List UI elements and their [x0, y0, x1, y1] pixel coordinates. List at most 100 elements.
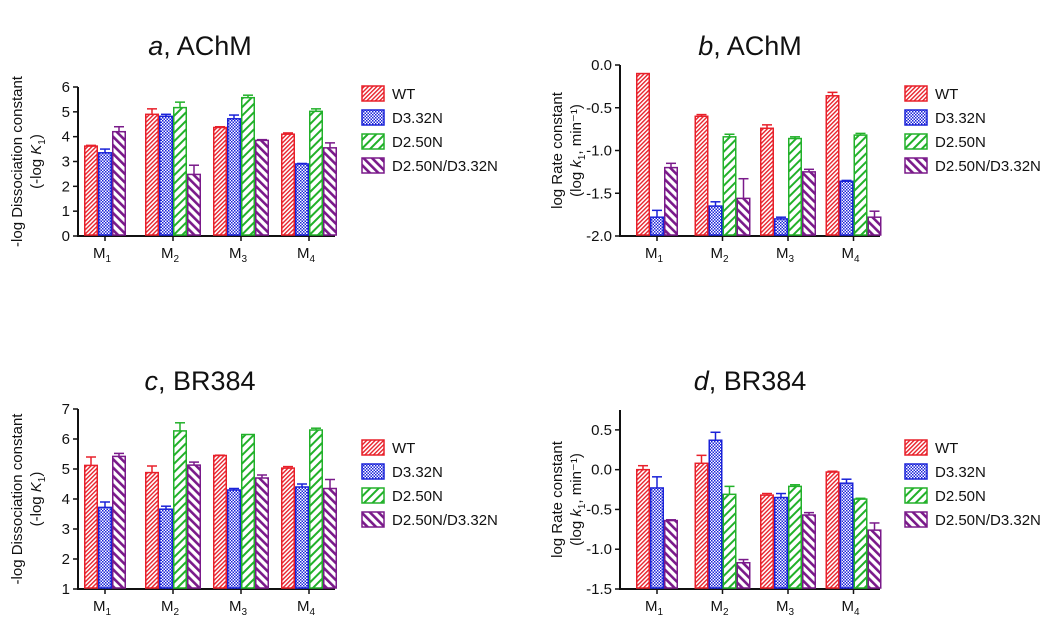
bar — [309, 429, 323, 589]
y-tick-label: 7 — [62, 401, 70, 418]
legend-label: D2.50N — [935, 488, 986, 505]
bar — [112, 130, 126, 236]
bar — [213, 454, 227, 589]
bar — [839, 180, 854, 236]
bar — [227, 118, 241, 236]
legend-swatch — [361, 109, 385, 126]
panel-c: c, BR384 -log Dissociation constant (-log … — [9, 366, 498, 618]
y-tick-label: -1.5 — [586, 581, 612, 598]
legend: WT D3.32N D2.50N D2.50N/D3.32N — [904, 85, 1041, 175]
legend-label: WT — [392, 86, 415, 103]
bar — [309, 110, 323, 236]
bar — [736, 197, 751, 236]
y-axis-label: -log Dissociation constant — [9, 413, 26, 585]
x-tick-label: M4 — [297, 598, 316, 618]
chart-title: a, AChM — [148, 31, 252, 61]
bar — [825, 95, 840, 236]
legend: WT D3.32N D2.50N D2.50N/D3.32N — [361, 85, 498, 175]
x-tick-label: M1 — [93, 598, 112, 618]
y-tick-label: 6 — [62, 79, 70, 96]
legend-label: D2.50N — [392, 488, 443, 505]
y-tick-label: 1 — [62, 581, 70, 598]
legend-label: D2.50N/D3.32N — [935, 158, 1041, 175]
y-tick-label: 5 — [62, 104, 70, 121]
bar — [853, 498, 868, 589]
legend-label: WT — [935, 86, 958, 103]
y-tick-label: 4 — [62, 491, 70, 508]
y-tick-label: 0 — [62, 228, 70, 245]
x-tick-label: M4 — [841, 245, 860, 265]
x-tick-label: M3 — [229, 245, 248, 265]
bar — [187, 173, 201, 236]
x-tick-label: M2 — [161, 598, 180, 618]
panel-d: d, BR384 log Rate constant (log k1, min⁻¹)… — [549, 366, 1041, 618]
bar — [84, 464, 98, 589]
legend-label: D3.32N — [935, 464, 986, 481]
bar — [213, 126, 227, 236]
bar — [722, 493, 737, 589]
y-tick-label: 3 — [62, 521, 70, 538]
bar — [736, 561, 751, 589]
bar — [281, 133, 295, 236]
x-tick-label: M4 — [297, 245, 316, 265]
x-tick-label: M2 — [710, 598, 729, 618]
chart-title: b, AChM — [698, 31, 802, 61]
bar — [760, 127, 774, 236]
bar — [708, 439, 723, 589]
x-tick-label: M3 — [776, 598, 795, 618]
y-tick-label: 2 — [62, 178, 70, 195]
bar — [173, 106, 187, 236]
legend-swatch — [361, 511, 385, 528]
legend-swatch — [361, 463, 385, 480]
x-tick-label: M1 — [645, 245, 664, 265]
bar — [802, 171, 816, 236]
y-tick-label: 0.0 — [591, 57, 612, 74]
legend-label: D2.50N/D3.32N — [935, 512, 1041, 529]
legend: WT D3.32N D2.50N D2.50N/D3.32N — [904, 439, 1041, 529]
bar — [241, 96, 255, 236]
legend-label: D3.32N — [392, 110, 443, 127]
x-tick-label: M3 — [776, 245, 795, 265]
bar — [694, 462, 709, 589]
y-axis-label-units: (log k1, min⁻¹) — [568, 453, 588, 546]
bar — [281, 467, 295, 589]
bar — [760, 494, 774, 589]
y-axis-label-units: (-log K1) — [28, 472, 48, 527]
legend-swatch — [904, 463, 928, 480]
y-tick-label: -0.5 — [586, 501, 612, 518]
y-axis-label: -log Dissociation constant — [9, 75, 26, 247]
x-tick-label: M1 — [93, 245, 112, 265]
legend-swatch — [904, 109, 928, 126]
bar — [159, 115, 173, 236]
legend-swatch — [904, 85, 928, 102]
bar — [708, 205, 723, 236]
y-axis-label: log Rate constant — [549, 440, 566, 558]
x-tick-label: M2 — [710, 245, 729, 265]
y-tick-label: 5 — [62, 461, 70, 478]
bar — [636, 468, 650, 589]
bar — [722, 136, 737, 236]
bar — [788, 137, 802, 236]
bar — [145, 471, 159, 589]
legend-swatch — [904, 157, 928, 174]
bar — [98, 152, 112, 236]
legend-label: D3.32N — [935, 110, 986, 127]
bar — [788, 485, 802, 589]
legend-swatch — [904, 439, 928, 456]
legend-swatch — [361, 85, 385, 102]
y-tick-label: 0.0 — [591, 462, 612, 479]
y-tick-label: 3 — [62, 154, 70, 171]
y-axis-label-units: (log k1, min⁻¹) — [568, 104, 588, 197]
legend-swatch — [361, 487, 385, 504]
x-tick-label: M3 — [229, 598, 248, 618]
legend-label: WT — [935, 440, 958, 457]
bar — [159, 508, 173, 589]
bar — [839, 482, 854, 589]
y-tick-label: -1.0 — [586, 541, 612, 558]
y-axis-label: log Rate constant — [549, 91, 566, 209]
bar — [867, 216, 882, 236]
bar — [84, 145, 98, 236]
legend-swatch — [904, 487, 928, 504]
legend-swatch — [904, 511, 928, 528]
